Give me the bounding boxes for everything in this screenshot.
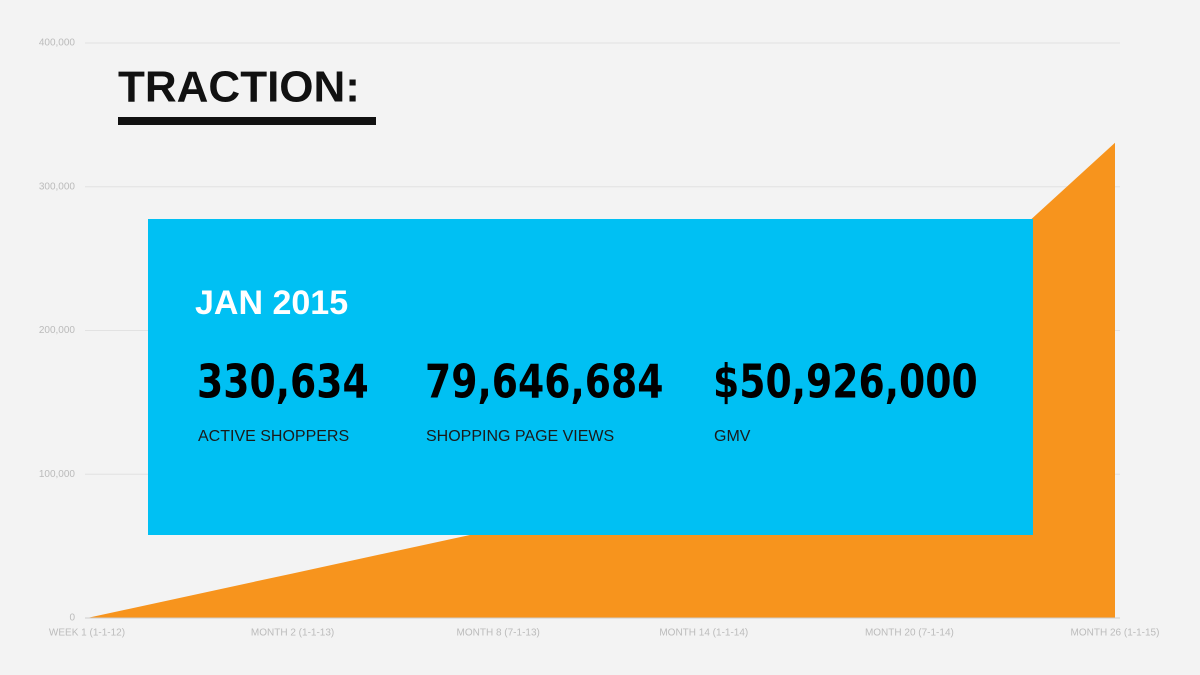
stat-value: 330,634 (197, 355, 369, 409)
stats-panel: JAN 2015 330,634 ACTIVE SHOPPERS 79,646,68… (148, 219, 1033, 535)
stat-label: GMV (714, 428, 751, 445)
title-underline (118, 117, 376, 125)
y-tick-label: 200,000 (39, 325, 76, 336)
y-tick-label: 300,000 (39, 181, 76, 192)
y-tick-label: 100,000 (39, 469, 76, 480)
x-tick-label: WEEK 1 (1-1-12) (49, 628, 125, 639)
stat-label: ACTIVE SHOPPERS (198, 428, 349, 445)
y-tick-label: 400,000 (39, 38, 76, 49)
stat-value: $50,926,000 (713, 355, 978, 409)
x-tick-label: MONTH 8 (7-1-13) (457, 628, 540, 639)
x-tick-label: MONTH 2 (1-1-13) (251, 628, 334, 639)
panel-box (148, 219, 1033, 535)
panel-heading: JAN 2015 (195, 284, 348, 322)
chart-title: TRACTION: (118, 63, 360, 112)
x-tick-label: MONTH 26 (1-1-15) (1071, 628, 1160, 639)
y-tick-label: 0 (69, 613, 75, 624)
x-tick-label: MONTH 14 (1-1-14) (659, 628, 748, 639)
stat-value: 79,646,684 (425, 355, 664, 409)
stat-label: SHOPPING PAGE VIEWS (426, 428, 614, 445)
x-tick-label: MONTH 20 (7-1-14) (865, 628, 954, 639)
